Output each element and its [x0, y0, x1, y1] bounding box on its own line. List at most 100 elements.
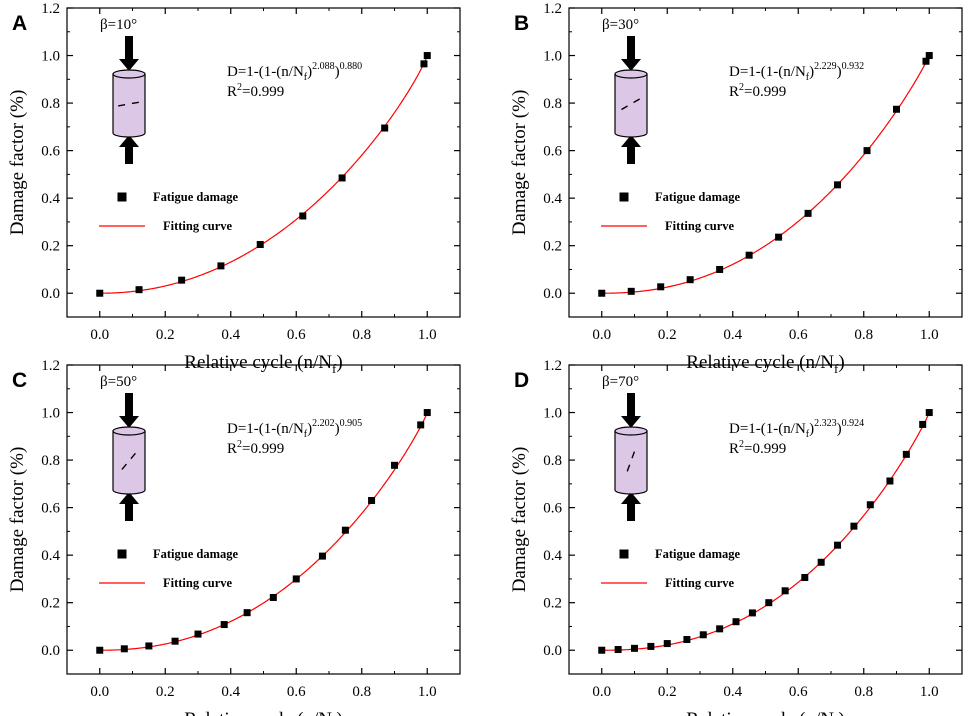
x-axis-label-close: ) — [336, 352, 342, 373]
legend-label-fitting-curve: Fitting curve — [163, 576, 233, 590]
x-tick-label: 0.4 — [221, 684, 240, 700]
data-point — [804, 209, 812, 217]
y-tick-label: 0.4 — [41, 548, 60, 564]
data-point — [902, 450, 910, 458]
data-point — [647, 642, 655, 650]
y-tick-label: 0.2 — [543, 596, 562, 612]
chart-panel-c: C 0.0 0.2 0.4 0.6 0.8 1.0 0.0 0.2 0.4 0.6 0.8 1.0 1.2… — [7, 358, 461, 716]
legend-label-fatigue-damage: Fatigue damage — [655, 547, 741, 561]
x-axis-label-main: Relative cycle (n/N — [184, 709, 332, 716]
legend-label-fatigue-damage: Fatigue damage — [153, 190, 239, 204]
specimen-angle-label: β=10° — [100, 17, 137, 33]
specimen-diagram: β=30° — [602, 17, 648, 164]
x-axis-label: Relative cycle (n/Nf) — [184, 709, 342, 716]
fit-equation-base: D=1-(1-(n/N — [729, 421, 806, 437]
load-arrow-bottom — [627, 503, 635, 521]
data-point — [850, 522, 858, 530]
data-point — [120, 645, 128, 653]
data-point — [381, 124, 389, 132]
chart-panel-d: D 0.0 0.2 0.4 0.6 0.8 1.0 0.0 0.2 0.4 0.6 0.8 1.0 1.2… — [509, 358, 963, 716]
y-tick-label: 0.6 — [543, 501, 562, 517]
y-tick-label: 0.4 — [543, 548, 562, 564]
panel-label: D — [514, 369, 529, 392]
crack-segment — [626, 464, 631, 472]
x-tick-label: 0.8 — [854, 684, 873, 700]
fit-equation-exponent-b: 0.880 — [340, 61, 363, 72]
data-point — [194, 630, 202, 638]
load-arrow-top — [627, 393, 635, 417]
data-point — [631, 644, 638, 652]
y-tick-label: 0.2 — [543, 239, 562, 255]
x-tick-label: 0.8 — [352, 684, 371, 700]
fit-equation-exponent-a: 2.202 — [312, 418, 335, 429]
load-arrow-bottom-head — [621, 492, 641, 504]
data-point — [178, 276, 186, 284]
r-squared: R2=0.999 — [729, 439, 786, 457]
data-point — [598, 646, 606, 654]
legend-marker-symbol — [619, 549, 629, 559]
data-point — [341, 526, 349, 534]
load-arrow-bottom — [627, 146, 635, 164]
data-point — [925, 409, 933, 417]
fit-equation-close: ) — [307, 64, 312, 80]
legend-label-fatigue-damage: Fatigue damage — [655, 190, 741, 204]
x-axis-label: Relative cycle (n/Nf) — [686, 709, 844, 716]
data-point — [716, 265, 724, 273]
y-tick-label: 0.6 — [41, 144, 60, 160]
crack-segment — [118, 104, 126, 107]
load-arrow-bottom-head — [119, 492, 139, 504]
r-squared-value: =0.999 — [744, 441, 786, 457]
data-point — [919, 420, 927, 428]
r-squared-value: =0.999 — [242, 84, 284, 100]
fit-equation: D=1-(1-(n/Nf)2.202)0.905 — [227, 418, 362, 440]
data-point — [171, 637, 179, 645]
panel-label: B — [514, 12, 529, 35]
x-tick-label: 0.2 — [156, 327, 175, 343]
crack-segment — [130, 452, 136, 460]
fit-equation: D=1-(1-(n/Nf)2.088)0.880 — [227, 61, 362, 83]
data-point — [256, 241, 264, 249]
data-point — [765, 599, 773, 607]
r-squared-value: =0.999 — [744, 84, 786, 100]
r-squared-value: =0.999 — [242, 441, 284, 457]
x-axis-label-sub: f — [332, 361, 337, 376]
fit-equation-exponent-a: 2.323 — [814, 418, 837, 429]
data-point — [801, 573, 809, 581]
y-tick-label: 1.2 — [41, 358, 60, 374]
x-tick-label: 1.0 — [920, 684, 939, 700]
fit-equation-base: D=1-(1-(n/N — [227, 421, 304, 437]
y-tick-label: 0.6 — [41, 501, 60, 517]
x-axis-label-main: Relative cycle (n/N — [184, 352, 332, 373]
specimen-cylinder — [614, 430, 648, 495]
x-tick-label: 1.0 — [418, 327, 437, 343]
x-axis-label-sub: f — [834, 361, 839, 376]
data-point — [627, 287, 635, 295]
data-point — [781, 587, 789, 595]
x-tick-label: 0.2 — [156, 684, 175, 700]
data-point — [243, 609, 251, 617]
fit-equation-close: ) — [809, 421, 814, 437]
y-tick-label: 0.8 — [543, 453, 562, 469]
x-axis-label-main: Relative cycle (n/N — [686, 352, 834, 373]
legend-label-fatigue-damage: Fatigue damage — [153, 547, 239, 561]
r-squared: R2=0.999 — [227, 439, 284, 457]
y-tick-label: 0.0 — [41, 643, 60, 659]
crack-segment — [631, 451, 636, 459]
load-arrow-top-head — [119, 59, 139, 71]
legend-marker-symbol — [117, 549, 127, 559]
x-axis-label-close: ) — [838, 709, 844, 716]
data-point — [338, 174, 346, 182]
data-point — [922, 57, 930, 65]
specimen-angle-label: β=70° — [602, 374, 639, 390]
data-point — [368, 496, 376, 504]
x-tick-label: 0.8 — [854, 327, 873, 343]
data-point — [145, 642, 153, 650]
x-tick-label: 0.4 — [221, 327, 240, 343]
data-point — [135, 286, 143, 294]
x-tick-label: 0.4 — [723, 327, 742, 343]
data-point — [96, 289, 104, 297]
fit-equation: D=1-(1-(n/Nf)2.323)0.924 — [729, 418, 864, 440]
data-point — [220, 621, 228, 629]
crack-segment — [633, 98, 641, 104]
y-tick-label: 1.2 — [41, 1, 60, 17]
